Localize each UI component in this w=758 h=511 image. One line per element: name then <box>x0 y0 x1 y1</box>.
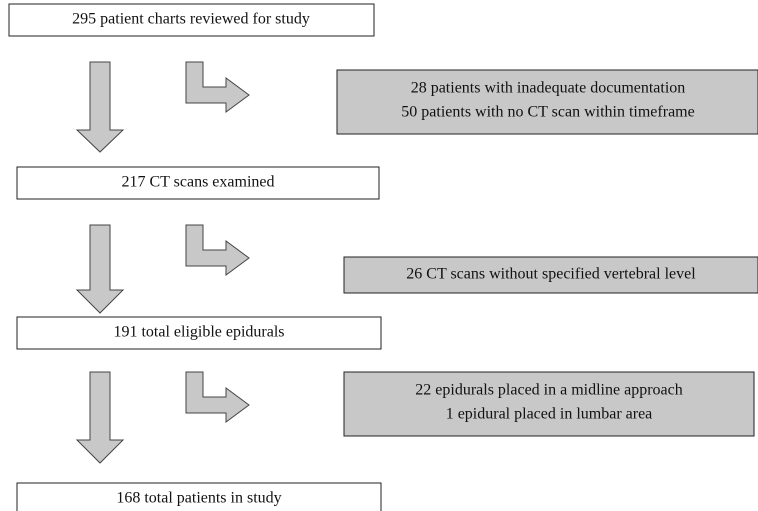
exclusion-line: 22 epidurals placed in a midline approac… <box>415 382 682 399</box>
exclusion-line: 28 patients with inadequate documentatio… <box>411 80 686 97</box>
node-box <box>16 482 382 511</box>
down-arrow <box>75 61 125 153</box>
side-arrow <box>185 61 250 113</box>
exclusion-line: 50 patients with no CT scan within timef… <box>401 104 694 121</box>
node-box <box>16 166 380 200</box>
side-arrows <box>185 61 250 423</box>
node-box <box>16 316 382 350</box>
exclusion-box <box>336 69 758 135</box>
down-arrows <box>75 61 125 464</box>
exclusion-box <box>343 371 755 437</box>
exclusion-box <box>343 256 758 294</box>
node-label: 168 total patients in study <box>116 490 281 507</box>
side-arrow <box>185 224 250 276</box>
side-arrow <box>185 371 250 423</box>
node-box <box>8 3 375 37</box>
node-label: 191 total eligible epidurals <box>113 324 284 341</box>
node-label: 295 patient charts reviewed for study <box>72 11 310 28</box>
exclusion-line: 1 epidural placed in lumbar area <box>446 406 653 423</box>
exclusion-line: 26 CT scans without specified vertebral … <box>406 266 696 283</box>
down-arrow <box>75 371 125 464</box>
node-label: 217 CT scans examined <box>121 174 274 191</box>
down-arrow <box>75 224 125 314</box>
